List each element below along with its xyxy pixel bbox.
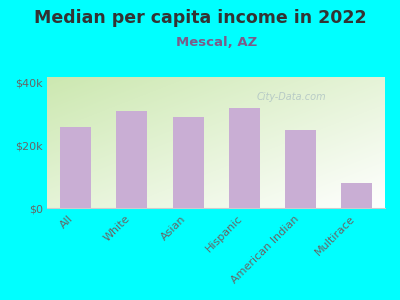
Title: Mescal, AZ: Mescal, AZ	[176, 36, 257, 49]
Bar	[173, 117, 204, 208]
Bar	[285, 130, 316, 208]
Bar	[116, 111, 147, 208]
Bar	[342, 183, 372, 208]
Bar	[60, 127, 91, 208]
Text: City-Data.com: City-Data.com	[257, 92, 326, 102]
Text: Median per capita income in 2022: Median per capita income in 2022	[34, 9, 366, 27]
Bar	[229, 108, 260, 208]
